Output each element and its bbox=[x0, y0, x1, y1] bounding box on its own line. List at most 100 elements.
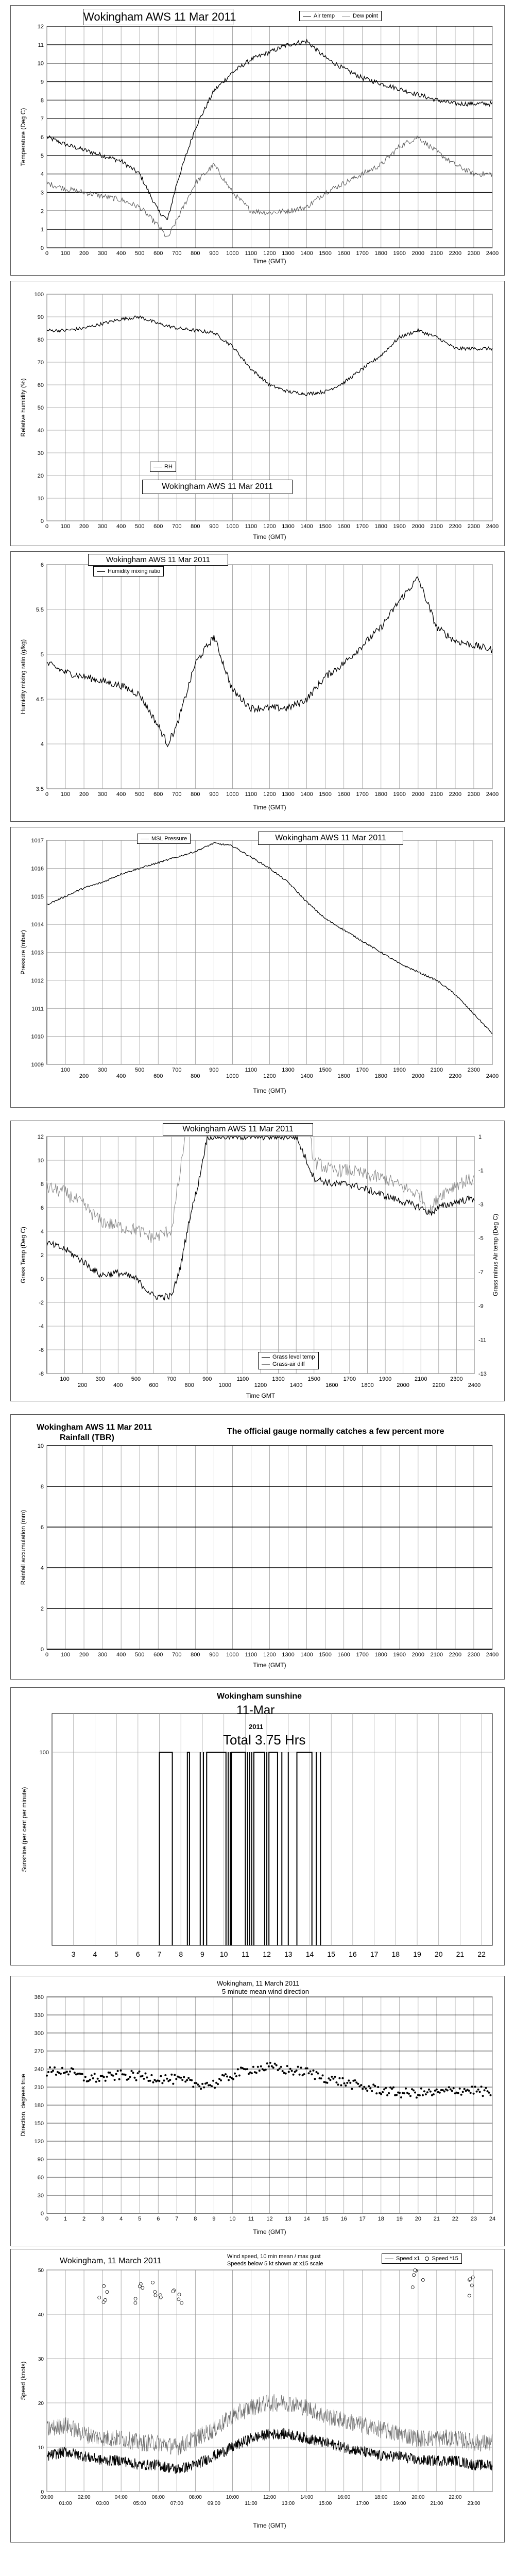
x-tick-label: 1200 bbox=[263, 1073, 276, 1079]
direction-point bbox=[260, 2065, 262, 2067]
direction-point bbox=[204, 2082, 207, 2085]
direction-point bbox=[314, 2078, 316, 2080]
x-tick-label: 600 bbox=[153, 523, 163, 530]
x-tick-label: 19 bbox=[397, 2216, 403, 2222]
direction-point bbox=[84, 2076, 87, 2078]
direction-point bbox=[96, 2077, 99, 2080]
sunshine-total: Total 3.75 Hrs bbox=[223, 1732, 306, 1748]
direction-point bbox=[461, 2091, 464, 2093]
x-tick-label: 1900 bbox=[393, 250, 406, 257]
direction-point bbox=[432, 2093, 435, 2096]
speed-x15-point bbox=[138, 2284, 142, 2289]
y-tick-label: 70 bbox=[38, 360, 44, 366]
speed-x15-point bbox=[177, 2293, 181, 2296]
direction-point bbox=[448, 2086, 450, 2089]
y-tick-label: 6 bbox=[41, 562, 44, 568]
direction-point bbox=[405, 2087, 407, 2090]
x-tick-label: 500 bbox=[135, 1652, 144, 1658]
y-tick-label: 5.5 bbox=[36, 607, 44, 613]
x-tick-label: 10 bbox=[229, 2216, 235, 2222]
direction-point bbox=[67, 2073, 70, 2076]
x-tick-label: 11 bbox=[248, 2216, 254, 2222]
speed-x15-point bbox=[413, 2268, 417, 2272]
x-tick-label: 600 bbox=[153, 791, 163, 798]
direction-point bbox=[292, 2073, 295, 2076]
pressure-chart: 100 200 300 400 500 600 700 800 900 1000 1100 1200 1… bbox=[20, 838, 499, 1094]
direction-point bbox=[379, 2092, 381, 2094]
x-tick-label: 600 bbox=[149, 1382, 158, 1388]
y-axis-label: Speed (knots) bbox=[20, 2362, 27, 2400]
direction-point bbox=[263, 2069, 265, 2072]
direction-point bbox=[206, 2081, 209, 2084]
direction-point bbox=[457, 2092, 459, 2094]
direction-point bbox=[486, 2090, 489, 2093]
x-tick-label: 09:00 bbox=[208, 2501, 220, 2506]
direction-point bbox=[337, 2083, 339, 2086]
direction-point bbox=[59, 2073, 62, 2075]
x-tick-label: 13 bbox=[285, 2216, 291, 2222]
direction-point bbox=[98, 2080, 100, 2082]
direction-point bbox=[478, 2091, 481, 2093]
x-tick-label: 22 bbox=[477, 1950, 486, 1958]
x-tick-label: 2400 bbox=[486, 523, 499, 530]
direction-point bbox=[355, 2081, 358, 2084]
direction-point bbox=[143, 2077, 145, 2080]
y-tick-label: 0 bbox=[41, 518, 44, 524]
direction-point bbox=[380, 2093, 383, 2095]
direction-point bbox=[294, 2071, 296, 2073]
pressure-legend: MSL Pressure bbox=[137, 834, 191, 844]
direction-point bbox=[388, 2092, 390, 2094]
direction-point bbox=[64, 2071, 66, 2074]
x-tick-label: 0 bbox=[45, 523, 48, 530]
direction-point bbox=[95, 2080, 97, 2083]
x-tick-label: 4 bbox=[119, 2216, 123, 2222]
y-tick-label: 1011 bbox=[31, 1006, 44, 1012]
x-tick-label: 0 bbox=[45, 250, 48, 257]
y-tick-label: 0 bbox=[41, 2211, 44, 2217]
y-tick-label: 60 bbox=[38, 2175, 44, 2181]
y-tick-label: 10 bbox=[38, 2445, 44, 2451]
direction-point bbox=[455, 2091, 458, 2094]
speed-x15-point bbox=[468, 2277, 472, 2281]
direction-point bbox=[149, 2079, 151, 2082]
direction-point bbox=[371, 2090, 373, 2092]
direction-point bbox=[443, 2090, 445, 2093]
direction-point bbox=[386, 2094, 389, 2096]
direction-point bbox=[341, 2077, 344, 2079]
x-tick-label: 1500 bbox=[319, 791, 331, 798]
direction-point bbox=[290, 2070, 293, 2072]
grass-chart-title: Wokingham AWS 11 Mar 2011 bbox=[163, 1123, 313, 1136]
direction-point bbox=[311, 2073, 313, 2076]
x-axis-label: Time (GMT) bbox=[253, 533, 286, 540]
x-tick-label: 08:00 bbox=[189, 2495, 202, 2500]
x-tick-label: 1100 bbox=[245, 523, 258, 530]
direction-point bbox=[283, 2072, 285, 2074]
direction-point bbox=[438, 2091, 441, 2094]
y-tick-label: -6 bbox=[39, 1347, 44, 1353]
direction-point bbox=[234, 2072, 236, 2075]
x-tick-label: 15:00 bbox=[319, 2501, 332, 2506]
x-tick-label: 02:00 bbox=[78, 2495, 91, 2500]
x-tick-label: 00:00 bbox=[40, 2495, 53, 2500]
direction-point bbox=[68, 2070, 71, 2073]
direction-point bbox=[218, 2078, 220, 2080]
x-tick-label: 200 bbox=[79, 791, 89, 798]
direction-point bbox=[238, 2074, 241, 2077]
direction-point bbox=[130, 2070, 133, 2072]
y-axis-label: Temperature (Deg C) bbox=[20, 108, 27, 166]
direction-point bbox=[408, 2092, 410, 2095]
y-tick-label: 20 bbox=[38, 2401, 44, 2406]
x-tick-label: 1100 bbox=[245, 791, 258, 798]
x-tick-label: 21 bbox=[456, 1950, 465, 1958]
direction-point bbox=[229, 2076, 231, 2078]
y-tick-label: 10 bbox=[38, 61, 44, 67]
direction-point bbox=[329, 2079, 332, 2081]
x-tick-label: 200 bbox=[79, 250, 89, 257]
direction-point bbox=[389, 2086, 392, 2089]
direction-point bbox=[109, 2072, 111, 2074]
legend-swatch-grass-temp bbox=[262, 1357, 270, 1358]
direction-point bbox=[261, 2068, 264, 2071]
direction-point bbox=[348, 2079, 350, 2082]
x-tick-label: 2400 bbox=[468, 1382, 480, 1388]
y2-tick-label: -7 bbox=[478, 1269, 484, 1276]
